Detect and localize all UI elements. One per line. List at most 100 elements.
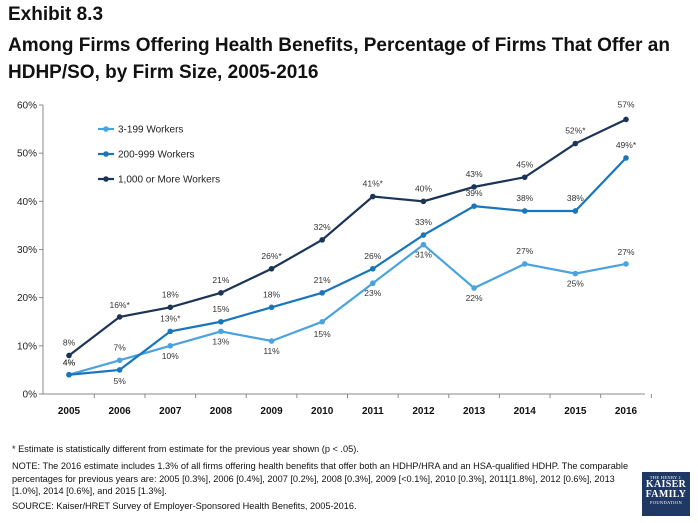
y-tick-label: 50% — [17, 149, 37, 160]
data-label: 21% — [314, 275, 331, 285]
chart-title: Among Firms Offering Health Benefits, Pe… — [8, 35, 670, 83]
series-line — [68, 157, 627, 376]
data-point — [319, 237, 325, 243]
legend-marker — [103, 176, 109, 182]
data-point — [420, 198, 427, 205]
data-point — [319, 318, 325, 325]
data-point — [167, 304, 174, 311]
legend-label: 1,000 or More Workers — [118, 175, 220, 186]
x-tick-label: 2011 — [362, 406, 384, 417]
data-point — [521, 174, 528, 181]
data-point — [370, 193, 376, 200]
logo-foundation: FOUNDATION — [650, 500, 682, 505]
data-label: 26% — [364, 251, 381, 261]
data-label: 27% — [516, 246, 533, 256]
data-point — [167, 343, 174, 349]
data-label: 26%* — [261, 251, 282, 261]
data-label: 13% — [212, 336, 229, 346]
x-tick-label: 2006 — [109, 406, 132, 417]
data-label: 7% — [113, 342, 126, 352]
data-point — [623, 261, 629, 267]
x-tick-label: 2010 — [311, 406, 334, 417]
data-label: 15% — [314, 329, 331, 339]
line-chart: 0% 10% 20% 30% 40% 50% 60% 2005 2006 2007 2008 2009… — [17, 99, 652, 417]
footnote-note: NOTE: The 2016 estimate includes 1.3% of… — [12, 461, 629, 496]
data-label: 25% — [567, 279, 584, 289]
exhibit-number: Exhibit 8.3 — [8, 4, 104, 25]
data-point — [623, 155, 629, 161]
y-tick-label: 10% — [17, 341, 37, 352]
footnote-source: SOURCE: Kaiser/HRET Survey of Employer-S… — [12, 501, 357, 511]
legend-label: 200-999 Workers — [118, 150, 195, 161]
data-point — [572, 208, 579, 214]
data-label: 38% — [567, 193, 584, 203]
x-tick-label: 2015 — [564, 406, 587, 417]
data-point — [167, 328, 174, 335]
data-point — [521, 208, 528, 214]
data-label: 18% — [263, 289, 280, 299]
data-point — [319, 290, 325, 296]
footnote-estimate: * Estimate is statistically different fr… — [12, 444, 359, 454]
logo-kaiser: KAISER — [645, 479, 687, 490]
x-tick-label: 2005 — [58, 406, 81, 417]
data-point — [370, 280, 376, 287]
y-tick-label: 20% — [17, 293, 37, 304]
series-line — [68, 243, 627, 376]
data-point — [623, 116, 629, 123]
data-label: 57% — [617, 99, 634, 109]
data-label: 52%* — [565, 126, 586, 136]
data-label: 18% — [162, 289, 179, 299]
data-point — [268, 304, 275, 311]
data-point — [370, 265, 376, 272]
legend-label: 3-199 Workers — [118, 125, 183, 136]
data-label: 21% — [212, 275, 229, 285]
data-label: 41%* — [363, 179, 384, 189]
legend-marker — [103, 151, 109, 157]
data-label: 13%* — [160, 313, 181, 323]
data-label: 11% — [263, 346, 280, 356]
data-label: 39% — [466, 188, 483, 198]
x-tick-label: 2008 — [210, 406, 233, 417]
data-point — [66, 352, 72, 359]
data-point — [471, 285, 477, 291]
kff-logo: THE HENRY J. KAISER FAMILY FOUNDATION — [642, 472, 690, 516]
data-label: 4% — [63, 358, 76, 368]
x-tick-label: 2012 — [412, 406, 435, 417]
data-label: 4% — [63, 358, 76, 368]
data-point — [420, 232, 427, 238]
logo-line1: THE HENRY J. — [649, 475, 683, 480]
x-tick-label: 2014 — [514, 406, 537, 417]
data-label: 31% — [415, 250, 432, 260]
data-point — [471, 203, 477, 209]
x-tick-label: 2007 — [159, 406, 182, 417]
y-tick-label: 30% — [17, 245, 37, 256]
data-point — [471, 184, 477, 190]
data-label: 27% — [617, 247, 634, 257]
data-point — [218, 318, 224, 325]
data-label: 40% — [415, 183, 432, 193]
data-point — [268, 265, 275, 272]
data-point — [218, 328, 224, 335]
x-tick-label: 2016 — [615, 406, 638, 417]
data-point — [572, 270, 579, 277]
data-point — [116, 367, 123, 373]
data-label: 5% — [113, 376, 126, 386]
data-point — [420, 241, 427, 248]
logo-family: FAMILY — [645, 489, 687, 500]
data-label: 8% — [63, 337, 76, 347]
data-point — [521, 261, 528, 267]
data-label: 43% — [466, 169, 483, 179]
y-tick-label: 0% — [23, 390, 38, 401]
data-point — [116, 314, 123, 320]
data-label: 38% — [516, 193, 533, 203]
series-line — [68, 118, 627, 357]
data-label: 49%* — [616, 140, 637, 150]
data-point — [218, 290, 224, 296]
data-point — [572, 140, 579, 147]
x-tick-label: 2009 — [260, 406, 283, 417]
data-label: 10% — [162, 351, 179, 361]
data-label: 22% — [466, 293, 483, 303]
data-point — [116, 357, 123, 364]
data-label: 23% — [364, 288, 381, 298]
x-tick-label: 2013 — [463, 406, 486, 417]
